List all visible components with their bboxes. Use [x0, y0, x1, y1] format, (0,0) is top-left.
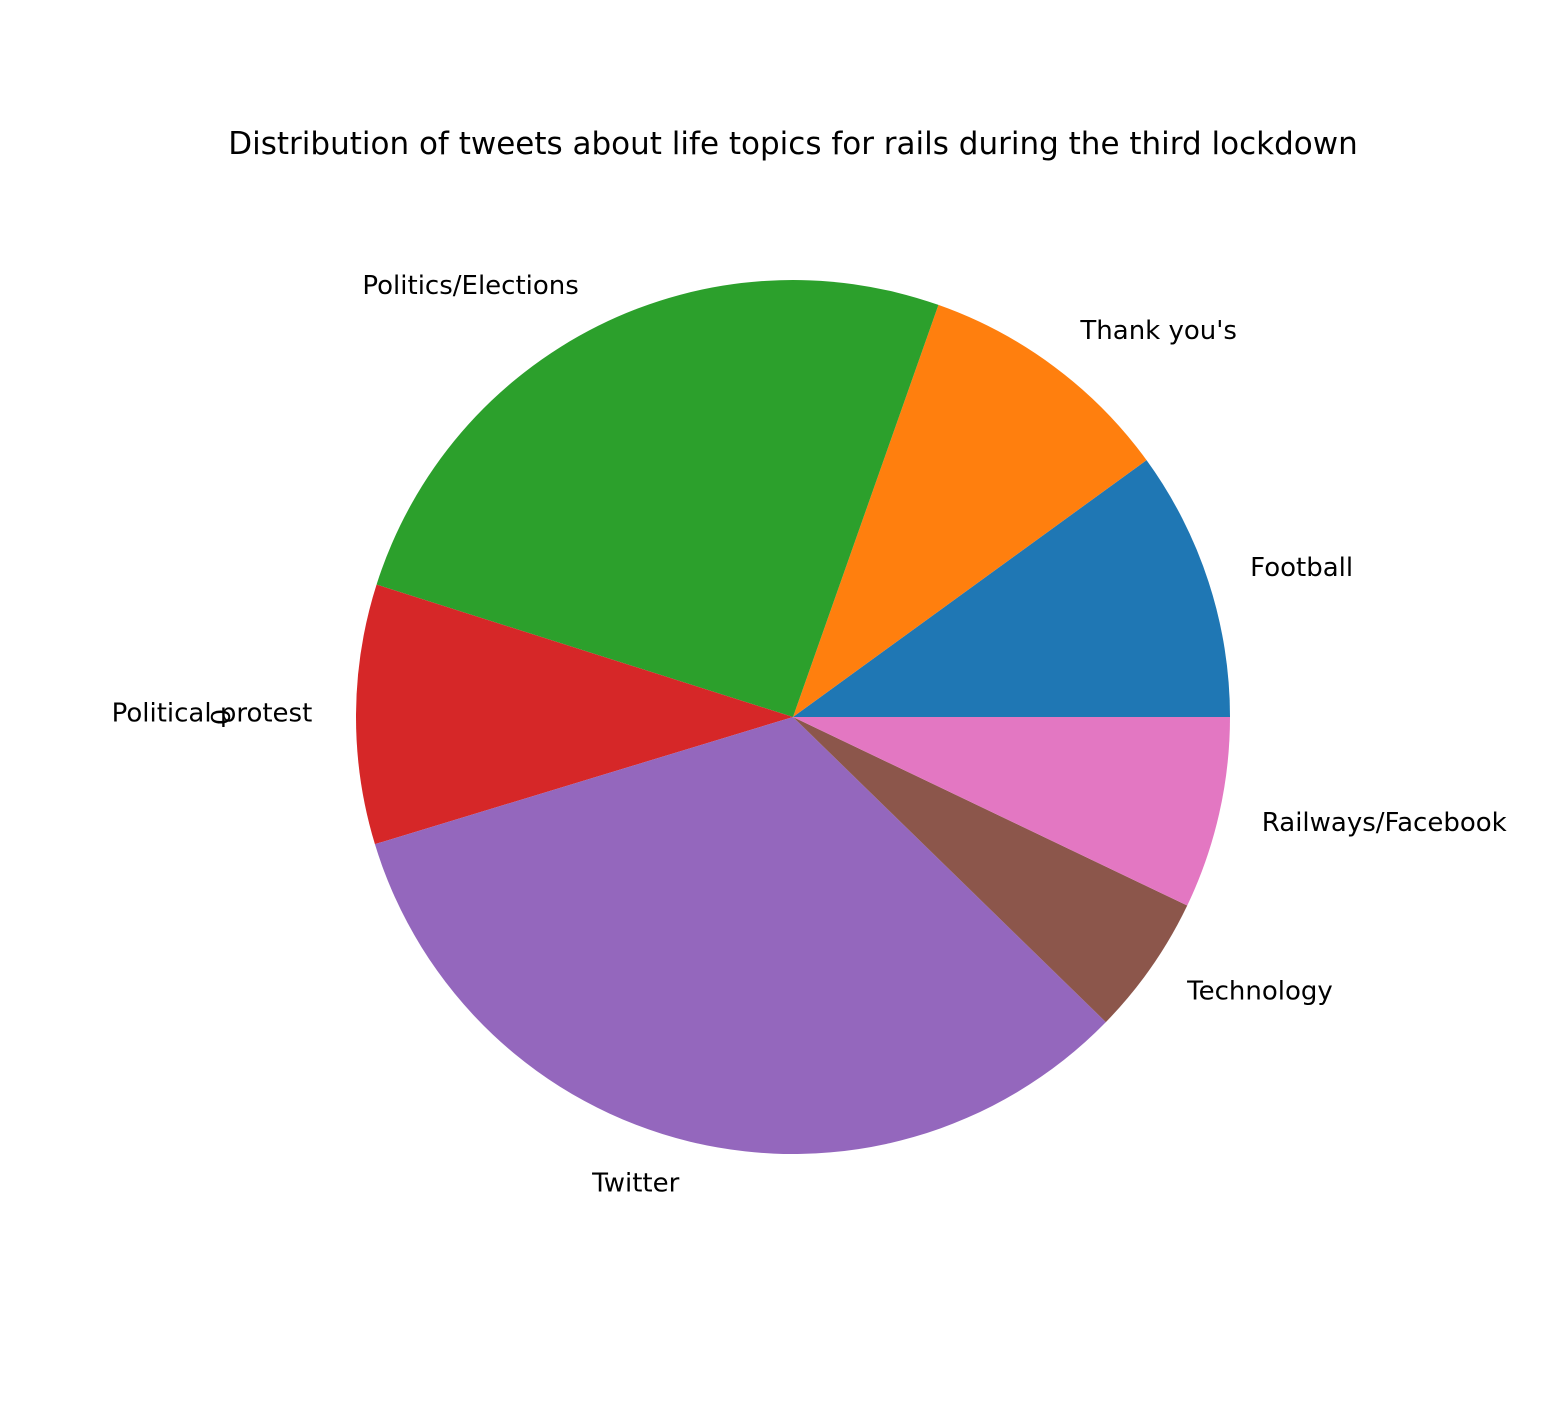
- pie-slice-technology: [793, 717, 1188, 1023]
- slice-label-railways-facebook: Railways/Facebook: [1262, 808, 1507, 838]
- slice-label-football: Football: [1250, 553, 1353, 583]
- pie-labels: Football Thank you's Politics/Elections Pol…: [112, 271, 1507, 1198]
- pie-slice-football: [793, 460, 1230, 717]
- chart-title: Distribution of tweets about life topics…: [228, 126, 1358, 162]
- pie-slice-twitter: [374, 717, 1106, 1154]
- slice-label-technology: Technology: [1186, 977, 1333, 1007]
- pie-slices: [356, 280, 1230, 1154]
- pie-slice-politics-elections: [376, 280, 939, 717]
- pie-slice-thank-you-s: [793, 304, 1147, 717]
- slice-label-political-protest: Political protest: [112, 698, 313, 728]
- y-axis-label: 0: [207, 709, 237, 726]
- slice-label-politics-elections: Politics/Elections: [362, 271, 578, 301]
- pie-slice-railways-facebook: [793, 717, 1230, 906]
- slice-label-thank-you-s: Thank you's: [1079, 316, 1237, 346]
- pie-slice-political-protest: [356, 584, 793, 845]
- slice-label-twitter: Twitter: [591, 1169, 679, 1199]
